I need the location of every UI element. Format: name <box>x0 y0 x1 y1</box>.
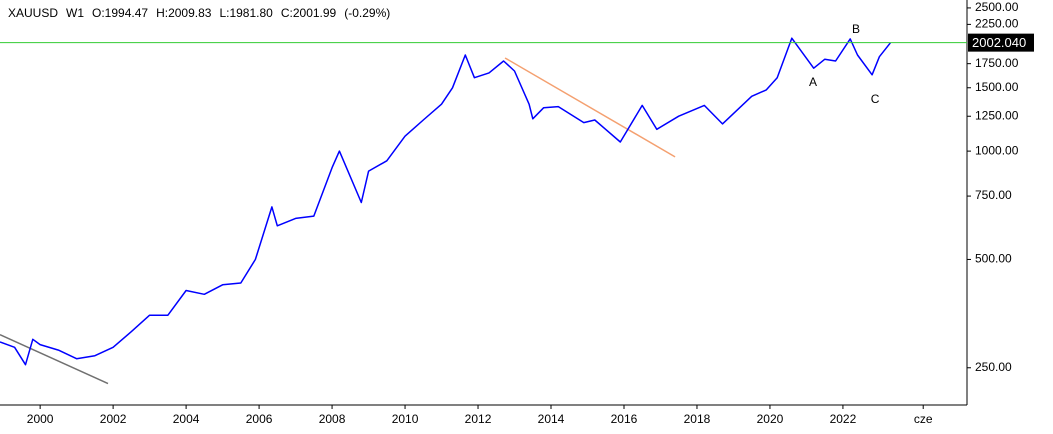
x-tick-label: 2008 <box>319 412 346 426</box>
y-tick-label: 750.00 <box>975 188 1012 202</box>
header-item: L:1981.80 <box>219 6 273 20</box>
x-tick-label: 2004 <box>173 412 200 426</box>
y-tick-label: 2250.00 <box>975 17 1019 31</box>
y-tick-label: 250.00 <box>975 360 1012 374</box>
annotation: B <box>852 22 860 36</box>
y-tick-label: 1250.00 <box>975 108 1019 122</box>
y-tick-label: 1750.00 <box>975 56 1019 70</box>
header: XAUUSD W1 O:1994.47 H:2009.83 L:1981.80 C:200… <box>8 6 390 20</box>
last-price-box <box>968 33 1034 52</box>
header-item: W1 <box>66 6 84 20</box>
x-tick-label: 2018 <box>684 412 711 426</box>
x-tick-label: 2012 <box>465 412 492 426</box>
y-tick-label: 500.00 <box>975 252 1012 266</box>
x-tick-label: 2020 <box>757 412 784 426</box>
trendline <box>504 57 676 158</box>
x-tick-label: 2006 <box>246 412 273 426</box>
x-tick-label: 2000 <box>27 412 54 426</box>
x-tick-label: 2014 <box>538 412 565 426</box>
annotation: A <box>809 75 817 89</box>
header-item: (-0.29%) <box>344 6 390 20</box>
header-item: XAUUSD <box>8 6 58 20</box>
trendline <box>0 333 109 385</box>
y-tick-label: 1500.00 <box>975 80 1019 94</box>
x-tick-label: 2022 <box>830 412 857 426</box>
x-tick-label: cze <box>914 412 933 426</box>
last-price-label: 2002.040 <box>972 35 1026 50</box>
header-item: H:2009.83 <box>156 6 212 20</box>
header-item: O:1994.47 <box>92 6 148 20</box>
x-tick-label: 2010 <box>392 412 419 426</box>
header-item: C:2001.99 <box>281 6 337 20</box>
annotation: C <box>871 92 880 106</box>
price-line <box>0 37 891 366</box>
x-tick-label: 2016 <box>611 412 638 426</box>
y-tick-label: 2500.00 <box>975 0 1019 14</box>
y-tick-label: 1000.00 <box>975 143 1019 157</box>
x-tick-label: 2002 <box>100 412 127 426</box>
